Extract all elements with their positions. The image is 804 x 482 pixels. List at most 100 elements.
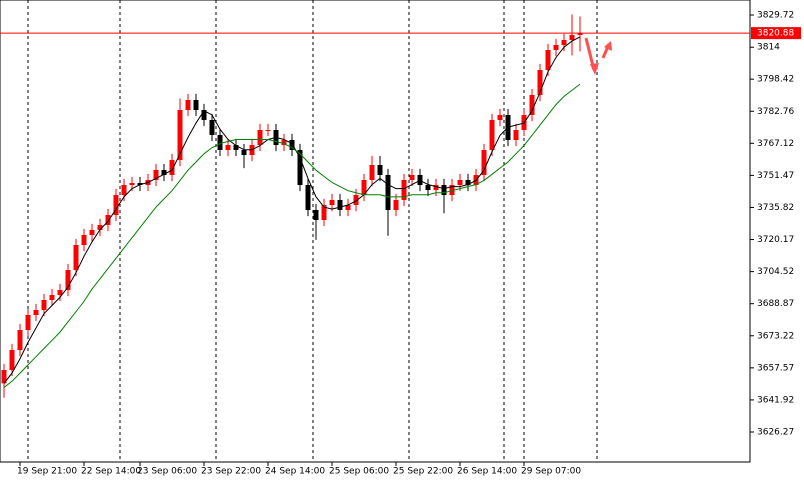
- y-tick-label: 3767.12: [757, 139, 794, 149]
- candle-body: [297, 149, 303, 185]
- candle-body: [265, 130, 271, 132]
- candle-body: [73, 245, 79, 270]
- candle-body: [113, 194, 119, 216]
- candle-body: [449, 184, 455, 195]
- candle-body: [345, 205, 351, 211]
- candle-body: [225, 144, 231, 150]
- candle-body: [33, 310, 39, 316]
- candle-body: [385, 174, 391, 211]
- candle-body: [1, 369, 7, 384]
- x-tick-label: 26 Sep 14:00: [457, 467, 517, 477]
- candle-body: [577, 33, 583, 36]
- candle-body: [545, 50, 551, 70]
- y-tick-label: 3688.87: [757, 299, 794, 309]
- candle-body: [209, 120, 215, 136]
- y-tick-label: 3704.52: [757, 267, 794, 277]
- y-tick-label: 3720.17: [757, 235, 794, 245]
- candle-body: [569, 35, 575, 41]
- x-tick-label: 23 Sep 06:00: [137, 467, 197, 477]
- candle-body: [65, 269, 71, 290]
- x-tick-label: 22 Sep 14:00: [81, 467, 141, 477]
- candle-body: [489, 120, 495, 150]
- candle-body: [161, 169, 167, 175]
- candle-body: [177, 110, 183, 160]
- current-price-box: [751, 27, 801, 40]
- candle-body: [465, 179, 471, 185]
- candle-body: [185, 99, 191, 111]
- candle-body: [9, 349, 15, 370]
- candle-body: [137, 183, 143, 185]
- candle-body: [281, 140, 287, 145]
- y-tick-label: 3641.92: [757, 395, 794, 405]
- candle-body: [57, 289, 63, 295]
- candle-body: [305, 184, 311, 211]
- x-tick-label: 23 Sep 22:00: [201, 467, 261, 477]
- candle-body: [441, 184, 447, 195]
- candle-body: [361, 179, 367, 195]
- candle-body: [25, 315, 31, 331]
- candle-body: [289, 140, 295, 150]
- candle-body: [257, 130, 263, 145]
- candle-body: [169, 159, 175, 175]
- candle-body: [497, 115, 503, 121]
- candle-body: [433, 184, 439, 190]
- moving-average: [3, 36, 581, 384]
- candle-body: [329, 199, 335, 206]
- y-tick-label: 3782.76: [757, 107, 794, 117]
- arrow-up-head: [604, 41, 612, 51]
- candle-body: [17, 330, 23, 350]
- x-tick-label: 19 Sep 21:00: [17, 467, 77, 477]
- candle-body: [409, 174, 415, 180]
- candle-body: [425, 184, 431, 190]
- candle-body: [337, 199, 343, 211]
- candle-body: [241, 149, 247, 156]
- candle-body: [537, 69, 543, 95]
- candle-body: [217, 135, 223, 150]
- candle-body: [529, 94, 535, 116]
- y-tick-label: 3735.82: [757, 203, 794, 213]
- y-tick-label: 3814: [757, 43, 780, 53]
- candle-body: [105, 215, 111, 226]
- candle-body: [401, 179, 407, 200]
- candle-body: [513, 130, 519, 141]
- candle-body: [129, 183, 135, 185]
- y-tick-label: 3673.22: [757, 331, 794, 341]
- y-tick-label: 3626.27: [757, 427, 794, 437]
- moving-average: [3, 83, 581, 388]
- x-tick-label: 29 Sep 07:00: [521, 467, 581, 477]
- candle-body: [41, 299, 47, 311]
- y-tick-label: 3751.47: [757, 171, 794, 181]
- x-tick-label: 24 Sep 14:00: [265, 467, 325, 477]
- candle-body: [193, 99, 199, 111]
- candle-body: [97, 225, 103, 231]
- candle-body: [321, 205, 327, 221]
- candle-body: [81, 235, 87, 246]
- candle-body: [353, 194, 359, 206]
- candle-body: [153, 169, 159, 180]
- x-tick-label: 25 Sep 06:00: [329, 467, 389, 477]
- candle-body: [89, 230, 95, 236]
- y-tick-label: 3798.42: [757, 75, 794, 85]
- candle-body: [457, 179, 463, 185]
- candle-body: [481, 149, 487, 175]
- current-price-label: 3820.88: [757, 29, 794, 39]
- candle-body: [49, 294, 55, 300]
- x-tick-label: 25 Sep 22:00: [393, 467, 453, 477]
- separators: [27, 0, 598, 462]
- arrow-down-head: [590, 63, 599, 75]
- candle-body: [233, 144, 239, 150]
- candle-body: [561, 40, 567, 46]
- y-tick-label: 3829.72: [757, 11, 794, 21]
- candle-body: [201, 110, 207, 121]
- plot-area: [0, 0, 751, 463]
- candle-body: [121, 184, 127, 195]
- y-tick-label: 3657.57: [757, 363, 794, 373]
- forecast-arrows: [584, 37, 612, 75]
- candle-body: [377, 164, 383, 175]
- candle-body: [369, 164, 375, 180]
- candle-body: [393, 199, 399, 211]
- candle-body: [313, 210, 319, 221]
- candle-body: [553, 45, 559, 51]
